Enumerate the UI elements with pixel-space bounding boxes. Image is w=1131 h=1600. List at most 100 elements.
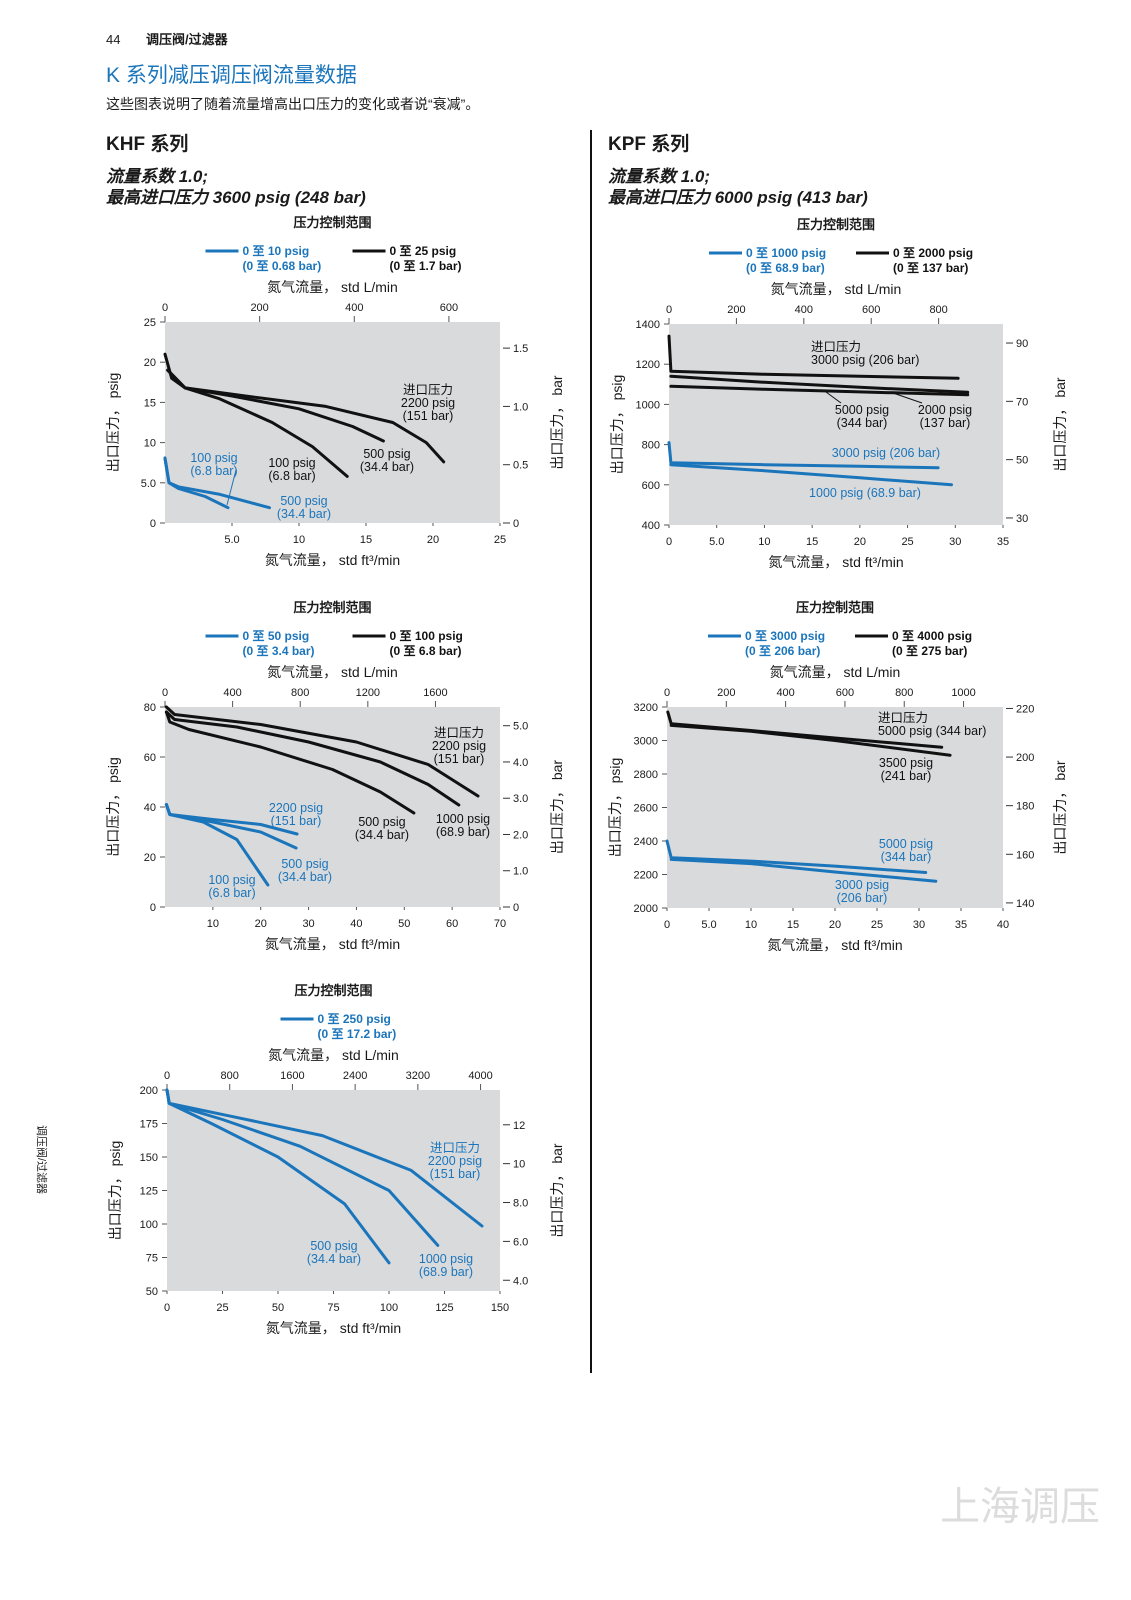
x-tick-label: 15 [787,919,799,931]
column-spec: 流量系数 1.0; [106,167,208,186]
x2-tick-label: 4000 [468,1070,492,1082]
y-tick-label: 0 [150,902,156,914]
curve-label: 1000 psig [419,1252,473,1266]
curve-label: 5000 psig (344 bar) [878,724,986,738]
y2-axis-label: 出口压力， bar [1052,760,1068,854]
y2-tick-label: 70 [1016,396,1028,408]
legend-label: 0 至 250 psig [318,1012,391,1026]
flow-curve [163,457,271,510]
watermark: 上海调压 [940,1485,1100,1529]
x-tick-label: 25 [871,919,883,931]
flow-curve [164,710,416,815]
y-tick-label: 15 [144,397,156,409]
curve-label: (34.4 bar) [360,460,414,474]
x-tick-label: 10 [745,919,757,931]
flow-curve [667,334,960,380]
column-heading: KPF 系列 [608,133,689,155]
curve-label: (6.8 bar) [208,886,255,900]
x-tick-label: 10 [207,918,219,930]
flow-curve [163,352,349,478]
legend-label: 0 至 3000 psig [745,629,825,643]
x-tick-label: 0 [666,536,672,548]
x-tick-label: 50 [272,1302,284,1314]
flow-curve [166,368,446,464]
chart-title: 压力控制范围 [293,600,371,615]
legend-label: 0 至 100 psig [390,629,463,643]
plot-area [167,1090,500,1291]
leader-line [892,392,923,404]
curve-label: 100 psig [190,451,237,465]
legend-label: (0 至 68.9 bar) [746,261,825,275]
x-axis-label: 氮气流量， std ft³/min [767,937,902,953]
page-number: 44 [106,32,120,47]
x2-axis-label: 氮气流量， std L/min [268,1047,399,1063]
y-tick-label: 3200 [634,702,658,714]
x2-tick-label: 0 [162,687,168,699]
curve-label: 3000 psig [835,878,889,892]
y-tick-label: 2400 [634,836,658,848]
x2-tick-label: 200 [717,687,735,699]
column-spec: 最高进口压力 6000 psig (413 bar) [608,188,868,207]
y-tick-label: 2600 [634,803,658,815]
x2-tick-label: 800 [221,1070,239,1082]
legend-label: 0 至 10 psig [243,244,310,258]
curve-label: 500 psig [358,815,405,829]
leader-line [226,469,237,506]
curve-label: (34.4 bar) [277,507,331,521]
y-tick-label: 1400 [636,319,660,331]
x-tick-label: 25 [494,534,506,546]
curve-label: 进口压力 [878,711,928,725]
curve-label: 5000 psig [879,837,933,851]
y-tick-label: 400 [642,520,660,532]
flow-curve [669,463,953,487]
y-tick-label: 40 [144,802,156,814]
x-tick-label: 75 [327,1302,339,1314]
legend-label: (0 至 206 bar) [745,644,820,658]
y-tick-label: 10 [144,438,156,450]
y2-tick-label: 10 [513,1159,525,1171]
curve-label: 500 psig [280,494,327,508]
y2-tick-label: 160 [1016,849,1034,861]
curve-label: (6.8 bar) [190,464,237,478]
flow-curve [667,441,940,470]
x-tick-label: 25 [901,536,913,548]
y2-tick-label: 0 [513,518,519,530]
x2-tick-label: 400 [776,687,794,699]
x2-axis-label: 氮气流量， std L/min [771,281,902,297]
legend-label: (0 至 6.8 bar) [390,644,462,658]
x-tick-label: 5.0 [224,534,239,546]
legend-label: (0 至 0.68 bar) [243,259,322,273]
y2-tick-label: 0 [513,902,519,914]
x-tick-label: 20 [829,919,841,931]
curve-label: 100 psig [268,456,315,470]
y-tick-label: 150 [140,1152,158,1164]
x2-tick-label: 3200 [406,1070,430,1082]
curve-label: (34.4 bar) [355,828,409,842]
flow-curve [669,374,970,394]
y-tick-label: 20 [144,852,156,864]
x2-tick-label: 1000 [951,687,975,699]
y-tick-label: 2800 [634,769,658,781]
x-tick-label: 50 [398,918,410,930]
x2-tick-label: 0 [666,304,672,316]
curve-label: 进口压力 [811,340,861,354]
x-tick-label: 15 [806,536,818,548]
y-tick-label: 2200 [634,870,658,882]
legend-label: 0 至 4000 psig [892,629,972,643]
y2-tick-label: 30 [1016,513,1028,525]
curve-label: (151 bar) [430,1167,481,1181]
flow-curve [669,857,938,883]
legend-label: (0 至 3.4 bar) [243,644,315,658]
curve-label: (241 bar) [881,769,932,783]
legend-label: (0 至 1.7 bar) [390,259,462,273]
legend-label: (0 至 137 bar) [893,261,968,275]
x-tick-label: 10 [758,536,770,548]
x2-tick-label: 2400 [343,1070,367,1082]
x-tick-label: 5.0 [709,536,724,548]
section-name: 调压阀/过滤器 [146,32,229,47]
x2-tick-label: 0 [664,687,670,699]
curve-label: (151 bar) [403,409,454,423]
curve-label: 2200 psig [428,1154,482,1168]
y-tick-label: 80 [144,702,156,714]
y2-tick-label: 5.0 [513,721,528,733]
